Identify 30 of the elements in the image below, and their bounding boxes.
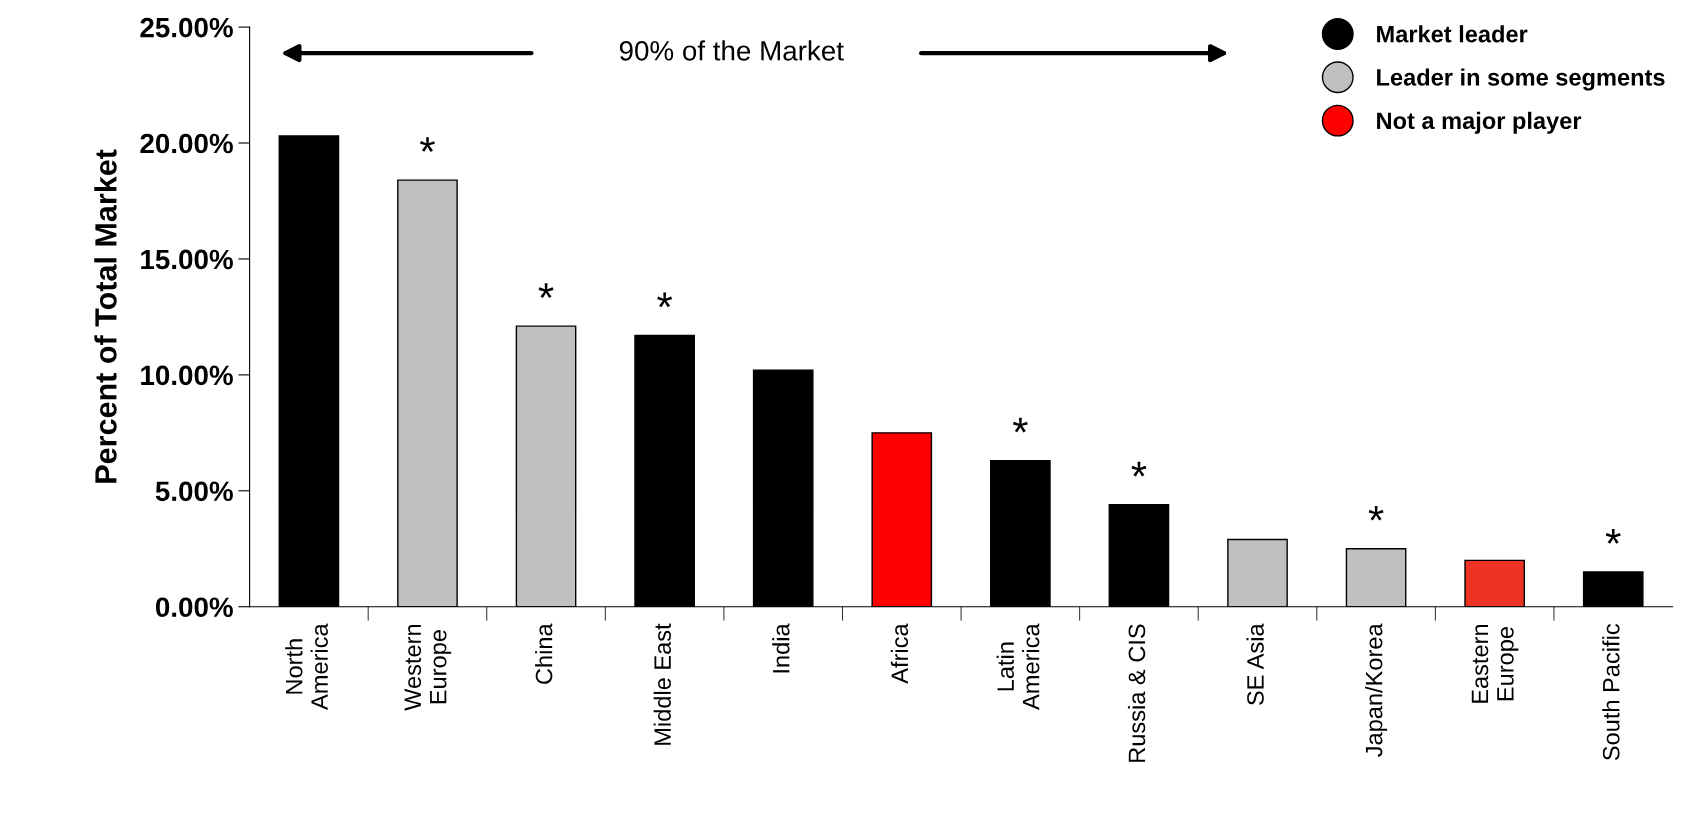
legend-label: Market leader [1377,25,1528,43]
annotation: * [1605,529,1621,544]
y-tick-label: 15.00% [141,249,233,270]
annotation: * [1131,461,1147,477]
annotation: * [1368,505,1384,521]
x-tick-label: Western Europe [404,624,452,711]
x-tick-label: Eastern Europe [1471,624,1519,703]
x-tick-label: SE Asia [1246,623,1264,705]
x-tick-label: China [535,623,553,684]
x-tick-label: India [772,623,790,673]
x-tick-label: Latin America [996,623,1040,710]
x-tick-label: Russia & CIS [1127,624,1146,762]
annotation: * [538,283,554,298]
x-tick-label: Middle East [653,623,671,745]
annotation: * [657,292,673,308]
legend-label: Not a major player [1377,111,1582,134]
x-tick-label: South Pacific [1602,624,1620,761]
y-tick-label: 25.00% [140,17,233,38]
annotation: * [1012,417,1028,433]
y-tick-label: 10.00% [141,365,233,386]
x-tick-label: Africa [890,623,909,684]
y-tick-label: 5.00% [155,481,233,502]
x-tick-label: Japan/Korea [1365,623,1388,757]
legend-label: Leader in some segments [1377,68,1665,91]
annotation: 90% of the Market [619,40,844,61]
y-axis-title: Percent of Total Market [94,149,117,483]
y-tick-label: 20.00% [140,133,233,154]
annotation: * [420,137,435,152]
x-tick-label: North America [285,623,328,710]
y-tick-label: 0.00% [155,597,233,618]
